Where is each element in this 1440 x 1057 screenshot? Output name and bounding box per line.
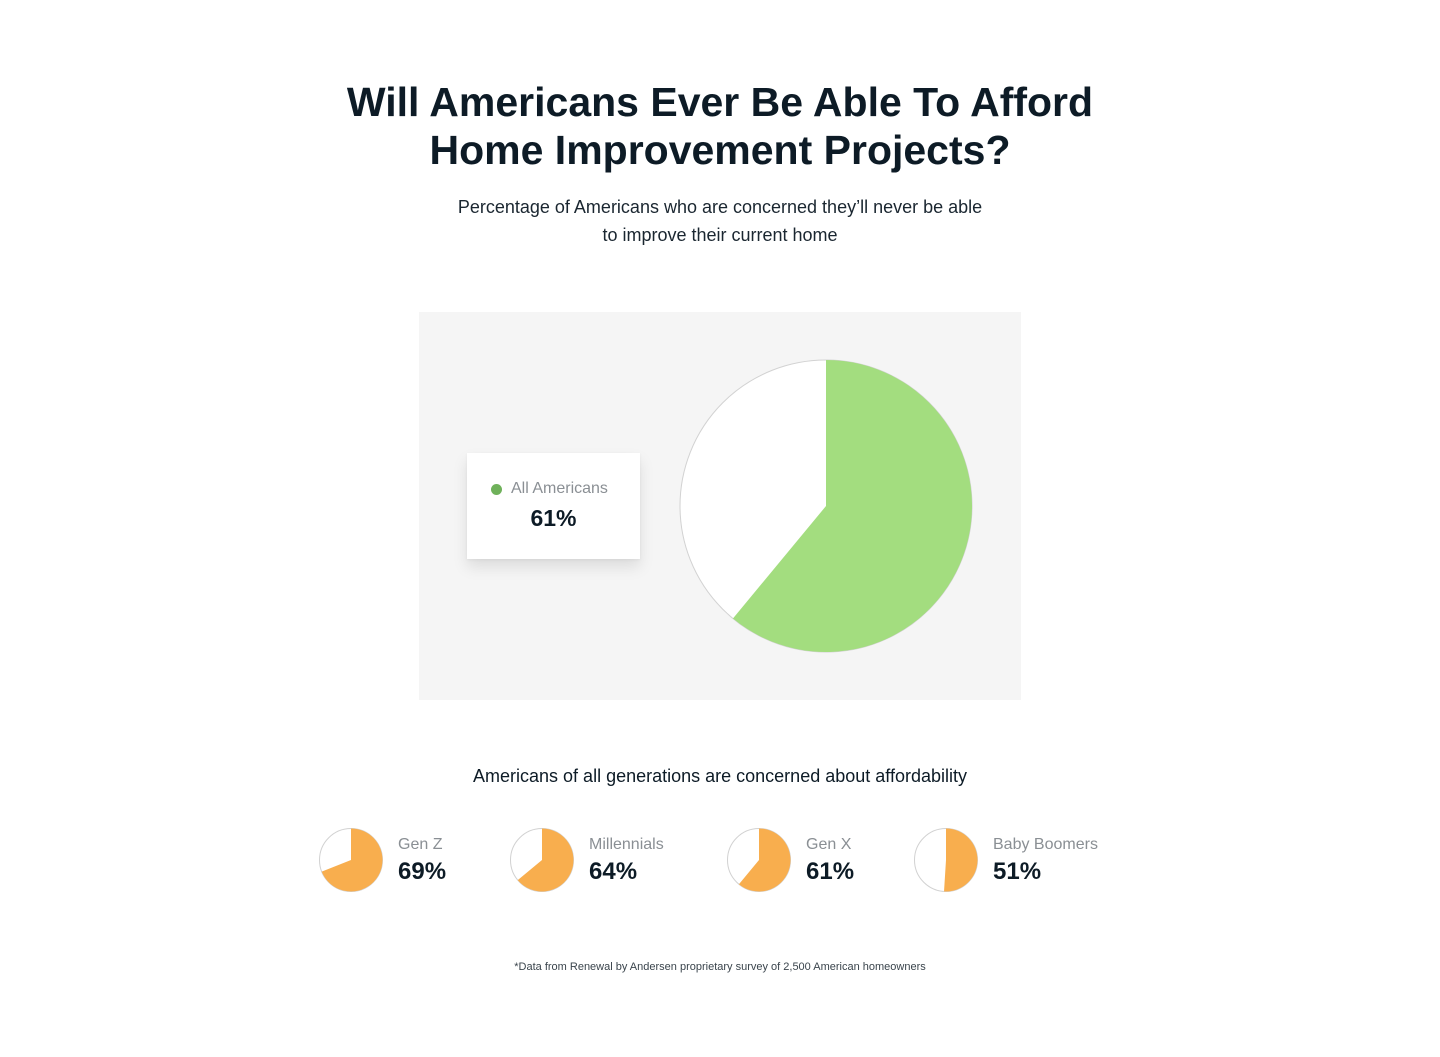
subtitle-line-1: Percentage of Americans who are concerne… — [457, 197, 983, 217]
footnote: *Data from Renewal by Andersen proprieta… — [514, 961, 926, 973]
millennials-value-slice — [517, 828, 574, 892]
millennials-pie — [510, 828, 574, 892]
generation-name: Gen X — [806, 836, 852, 853]
subtitle-line-2: to improve their current home — [602, 225, 838, 245]
legend-card: All Americans 61% — [467, 453, 640, 559]
generation-value: 51% — [993, 858, 1042, 885]
baby-boomers-value-slice — [944, 828, 978, 892]
gen-x-value-slice — [738, 828, 791, 892]
baby-boomers-pie — [914, 828, 978, 892]
page-title: Will Americans Ever Be Able To Afford Ho… — [0, 78, 1440, 174]
gen-x-pie — [727, 828, 791, 892]
legend-color-dot — [491, 484, 502, 495]
subtitle: Percentage of Americans who are concerne… — [0, 193, 1440, 249]
legend-label: All Americans — [511, 480, 608, 497]
generation-name: Baby Boomers — [993, 836, 1098, 853]
gen-z-pie — [319, 828, 383, 892]
generation-value: 69% — [398, 858, 447, 885]
generation-name: Gen Z — [398, 836, 443, 853]
legend-value: 61% — [530, 505, 577, 531]
title-line-1: Will Americans Ever Be Able To Afford — [346, 79, 1094, 125]
generation-name: Millennials — [589, 836, 664, 853]
all-americans-value-slice — [732, 360, 972, 652]
gen-z-value-slice — [321, 828, 383, 892]
main-pie-chart — [679, 359, 973, 653]
generation-value: 61% — [806, 858, 855, 885]
title-line-2: Home Improvement Projects? — [429, 127, 1011, 173]
generations-heading: Americans of all generations are concern… — [473, 766, 967, 786]
generation-value: 64% — [589, 858, 638, 885]
